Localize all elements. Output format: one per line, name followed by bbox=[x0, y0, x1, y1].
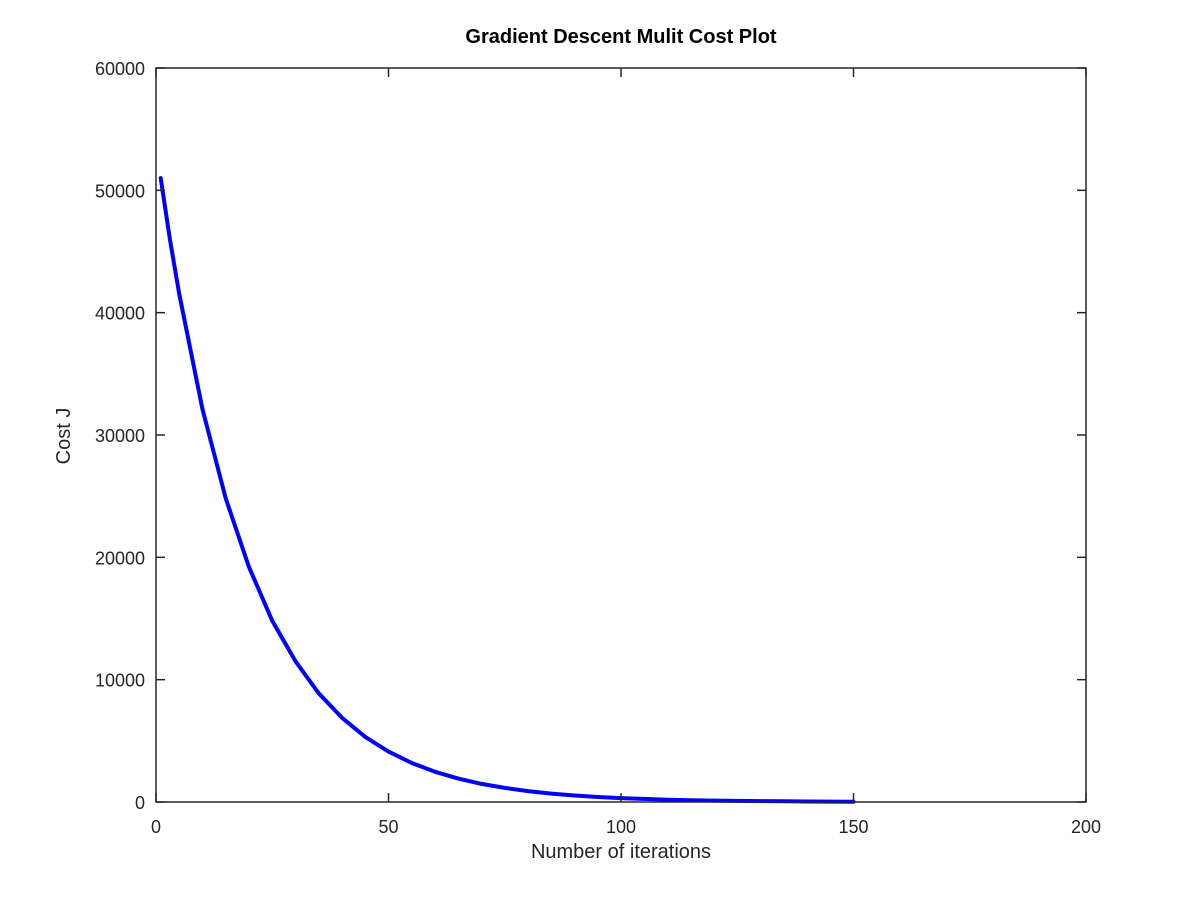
y-tick-label: 30000 bbox=[95, 426, 145, 446]
plot-area bbox=[155, 67, 1087, 804]
y-axis-ticks: 0 10000 20000 30000 40000 50000 60000 bbox=[95, 59, 1086, 813]
x-tick-label: 50 bbox=[378, 817, 398, 837]
y-tick-label: 10000 bbox=[95, 671, 145, 691]
y-axis-label: Cost J bbox=[53, 408, 75, 465]
axes-frame bbox=[155, 67, 1087, 803]
series-line-0 bbox=[158, 176, 856, 804]
x-axis-label: Number of iterations bbox=[531, 841, 711, 863]
y-tick-label: 50000 bbox=[95, 181, 145, 201]
y-tick-label: 60000 bbox=[95, 59, 145, 79]
y-tick-label: 0 bbox=[135, 793, 145, 813]
x-tick-label: 150 bbox=[838, 817, 868, 837]
y-tick-label: 20000 bbox=[95, 548, 145, 568]
y-tick-label: 40000 bbox=[95, 304, 145, 324]
x-tick-label: 200 bbox=[1071, 817, 1101, 837]
chart-title: Gradient Descent Mulit Cost Plot bbox=[465, 26, 776, 48]
x-tick-label: 0 bbox=[151, 817, 161, 837]
x-tick-label: 100 bbox=[606, 817, 636, 837]
x-axis-ticks: 0 50 100 150 200 bbox=[151, 68, 1101, 837]
